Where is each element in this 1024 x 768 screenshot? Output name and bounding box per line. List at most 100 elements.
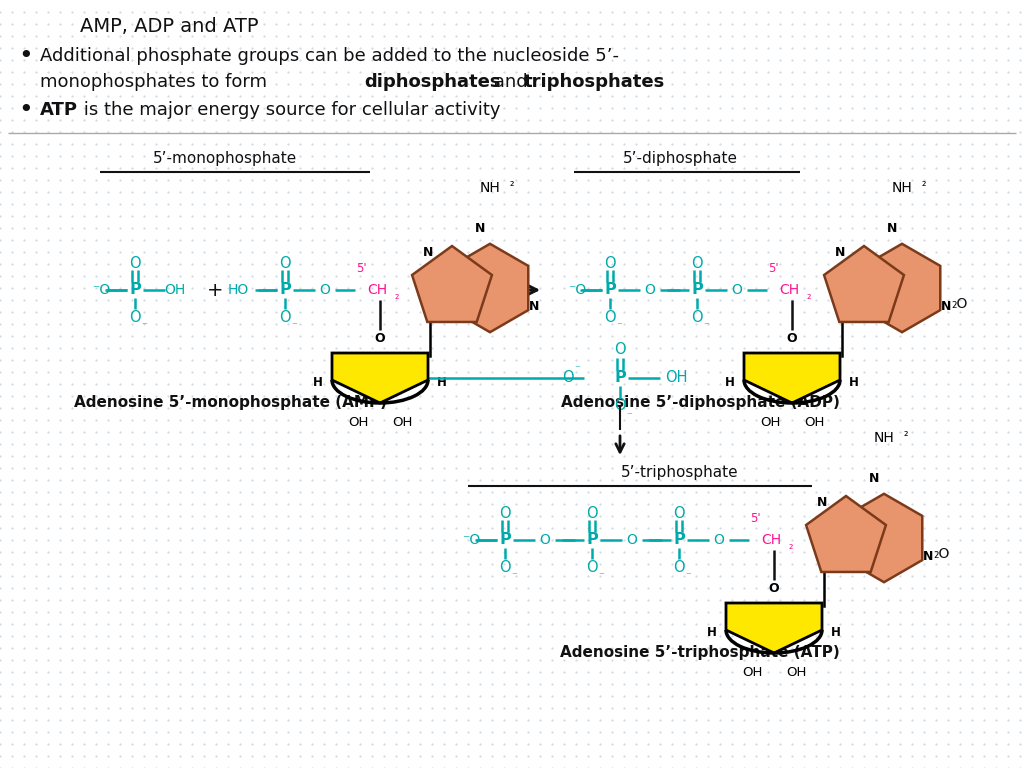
Text: NH: NH xyxy=(873,431,894,445)
Polygon shape xyxy=(863,243,940,333)
Text: O: O xyxy=(280,310,291,325)
Polygon shape xyxy=(332,353,428,403)
Text: O: O xyxy=(644,283,655,297)
Text: N: N xyxy=(528,300,540,313)
Text: O: O xyxy=(614,399,626,413)
Text: OH: OH xyxy=(165,283,185,297)
Text: H: H xyxy=(393,357,402,370)
Polygon shape xyxy=(452,243,528,333)
Text: ₂O: ₂O xyxy=(952,297,968,311)
Text: H: H xyxy=(769,357,779,370)
Text: ⁻: ⁻ xyxy=(626,411,632,421)
Text: and: and xyxy=(488,73,534,91)
Text: P: P xyxy=(673,532,685,548)
Text: H: H xyxy=(805,357,815,370)
Text: O: O xyxy=(586,505,598,521)
Text: N: N xyxy=(835,246,845,259)
Text: Additional phosphate groups can be added to the nucleoside 5’-: Additional phosphate groups can be added… xyxy=(40,47,618,65)
Text: N: N xyxy=(475,221,485,234)
Text: O: O xyxy=(540,533,551,547)
Text: +: + xyxy=(207,280,223,300)
Text: ⁻: ⁻ xyxy=(685,571,691,581)
Text: monophosphates to form: monophosphates to form xyxy=(40,73,272,91)
Text: P: P xyxy=(604,283,615,297)
Text: H: H xyxy=(725,376,735,389)
Text: H: H xyxy=(437,376,446,389)
Text: N: N xyxy=(941,300,951,313)
Text: ATP: ATP xyxy=(40,101,78,119)
Text: OH: OH xyxy=(665,370,687,386)
Text: 5’-monophosphate: 5’-monophosphate xyxy=(153,151,297,165)
Text: ⁻: ⁻ xyxy=(616,321,622,331)
Text: ₂: ₂ xyxy=(904,428,908,438)
Text: O: O xyxy=(499,560,511,574)
Text: N: N xyxy=(817,495,827,508)
Text: diphosphates: diphosphates xyxy=(364,73,501,91)
Text: O: O xyxy=(673,505,685,521)
Text: O: O xyxy=(627,533,637,547)
Text: O: O xyxy=(562,370,573,386)
Text: N: N xyxy=(423,246,433,259)
Text: ₂O: ₂O xyxy=(934,547,950,561)
Text: H: H xyxy=(357,357,367,370)
Text: N: N xyxy=(817,549,827,562)
Text: H + H: H + H xyxy=(868,547,909,561)
Text: OH: OH xyxy=(804,416,824,429)
Text: ⁻: ⁻ xyxy=(574,364,580,374)
Text: O: O xyxy=(319,283,331,297)
Text: O: O xyxy=(691,310,702,325)
Text: P: P xyxy=(499,532,511,548)
Text: Adenosine 5’-diphosphate (ADP): Adenosine 5’-diphosphate (ADP) xyxy=(560,396,840,411)
Text: H: H xyxy=(751,607,761,621)
Text: ⁻O: ⁻O xyxy=(568,283,587,297)
Text: Adenosine 5’-triphosphate (ATP): Adenosine 5’-triphosphate (ATP) xyxy=(560,645,840,660)
Polygon shape xyxy=(824,246,904,322)
Text: ₂: ₂ xyxy=(788,541,794,551)
Text: O: O xyxy=(604,256,615,270)
Text: is the major energy source for cellular activity: is the major energy source for cellular … xyxy=(78,101,501,119)
Text: ₂: ₂ xyxy=(922,178,927,188)
Text: H: H xyxy=(787,607,797,621)
Text: O: O xyxy=(499,505,511,521)
Text: Adenosine 5’-monophosphate (AMP): Adenosine 5’-monophosphate (AMP) xyxy=(74,396,386,411)
Text: CH: CH xyxy=(761,533,781,547)
Text: P: P xyxy=(129,283,141,297)
Text: H: H xyxy=(849,376,859,389)
Text: O: O xyxy=(714,533,724,547)
Text: •: • xyxy=(18,98,33,122)
Text: 5': 5' xyxy=(355,261,367,274)
Text: CH: CH xyxy=(367,283,387,297)
Text: O: O xyxy=(586,560,598,574)
Text: N: N xyxy=(835,300,845,313)
Text: OH: OH xyxy=(392,416,413,429)
Text: ⁻: ⁻ xyxy=(598,571,604,581)
Text: OH: OH xyxy=(785,667,806,680)
Text: P: P xyxy=(280,283,291,297)
Text: 5’-triphosphate: 5’-triphosphate xyxy=(622,465,738,481)
Polygon shape xyxy=(806,496,886,572)
Text: OH: OH xyxy=(741,667,762,680)
Text: ⁻: ⁻ xyxy=(703,321,709,331)
Text: O: O xyxy=(375,332,385,345)
Polygon shape xyxy=(744,353,840,403)
Polygon shape xyxy=(846,494,923,582)
Text: P: P xyxy=(691,283,702,297)
Text: triphosphates: triphosphates xyxy=(524,73,666,91)
Text: ⁻O: ⁻O xyxy=(462,533,480,547)
Text: ₂: ₂ xyxy=(807,291,811,301)
Text: H: H xyxy=(831,625,841,638)
Text: P: P xyxy=(586,532,598,548)
Text: O: O xyxy=(604,310,615,325)
Text: 5': 5' xyxy=(750,511,760,525)
Text: NH: NH xyxy=(479,181,501,195)
Text: H: H xyxy=(707,625,717,638)
Text: O: O xyxy=(129,310,141,325)
Text: OH: OH xyxy=(348,416,369,429)
Text: O: O xyxy=(691,256,702,270)
Text: N: N xyxy=(868,472,880,485)
Text: O: O xyxy=(280,256,291,270)
Text: OH: OH xyxy=(760,416,780,429)
Text: H: H xyxy=(313,376,323,389)
Text: O: O xyxy=(786,332,798,345)
Text: ₂: ₂ xyxy=(394,291,399,301)
